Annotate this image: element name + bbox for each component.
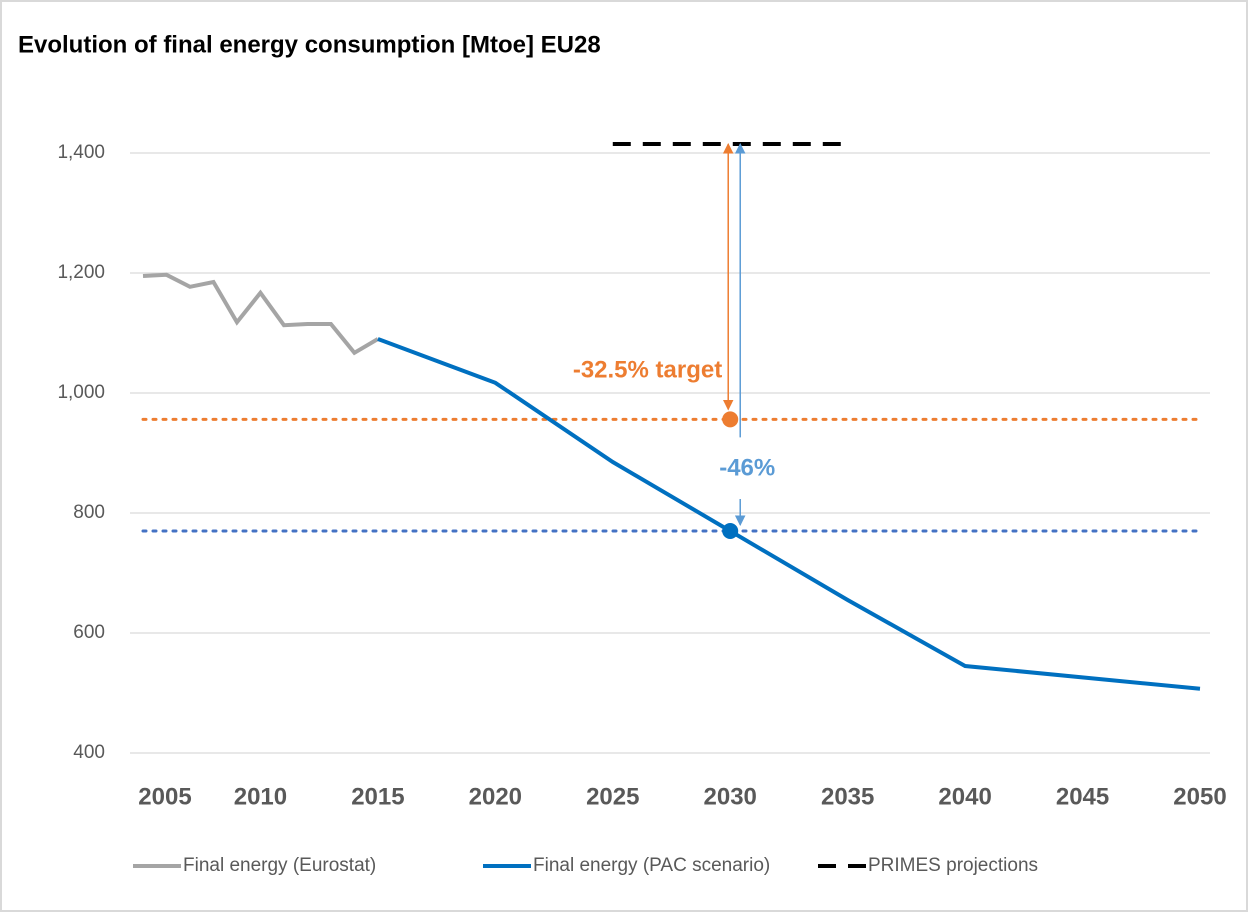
target-marker bbox=[722, 411, 739, 428]
legend-label: Final energy (Eurostat) bbox=[183, 855, 376, 876]
legend-label: PRIMES projections bbox=[868, 855, 1038, 876]
y-tick-label: 1,200 bbox=[57, 262, 105, 283]
line-series bbox=[142, 272, 379, 356]
x-tick-label: 2015 bbox=[351, 783, 404, 810]
x-tick-label: 2035 bbox=[821, 783, 874, 810]
y-tick-label: 800 bbox=[73, 502, 105, 523]
chart-title: Evolution of final energy consumption [M… bbox=[18, 31, 601, 58]
annotation: -46% bbox=[719, 454, 775, 481]
legend-label: Final energy (PAC scenario) bbox=[533, 855, 770, 876]
x-tick-label: 2040 bbox=[938, 783, 991, 810]
y-tick-label: 1,400 bbox=[57, 142, 105, 163]
y-tick-label: 1,000 bbox=[57, 382, 105, 403]
x-tick-label: 2030 bbox=[704, 783, 757, 810]
x-tick-label: 2050 bbox=[1173, 783, 1226, 810]
x-tick-label: 2005 bbox=[138, 783, 191, 810]
x-tick-label: 2020 bbox=[469, 783, 522, 810]
annotation: -32.5% target bbox=[573, 357, 722, 384]
target-marker bbox=[722, 523, 739, 539]
y-tick-label: 400 bbox=[73, 742, 105, 763]
x-tick-label: 2010 bbox=[234, 783, 287, 810]
x-tick-label: 2045 bbox=[1056, 783, 1109, 810]
x-tick-label: 2025 bbox=[586, 783, 639, 810]
y-tick-label: 600 bbox=[73, 622, 105, 643]
